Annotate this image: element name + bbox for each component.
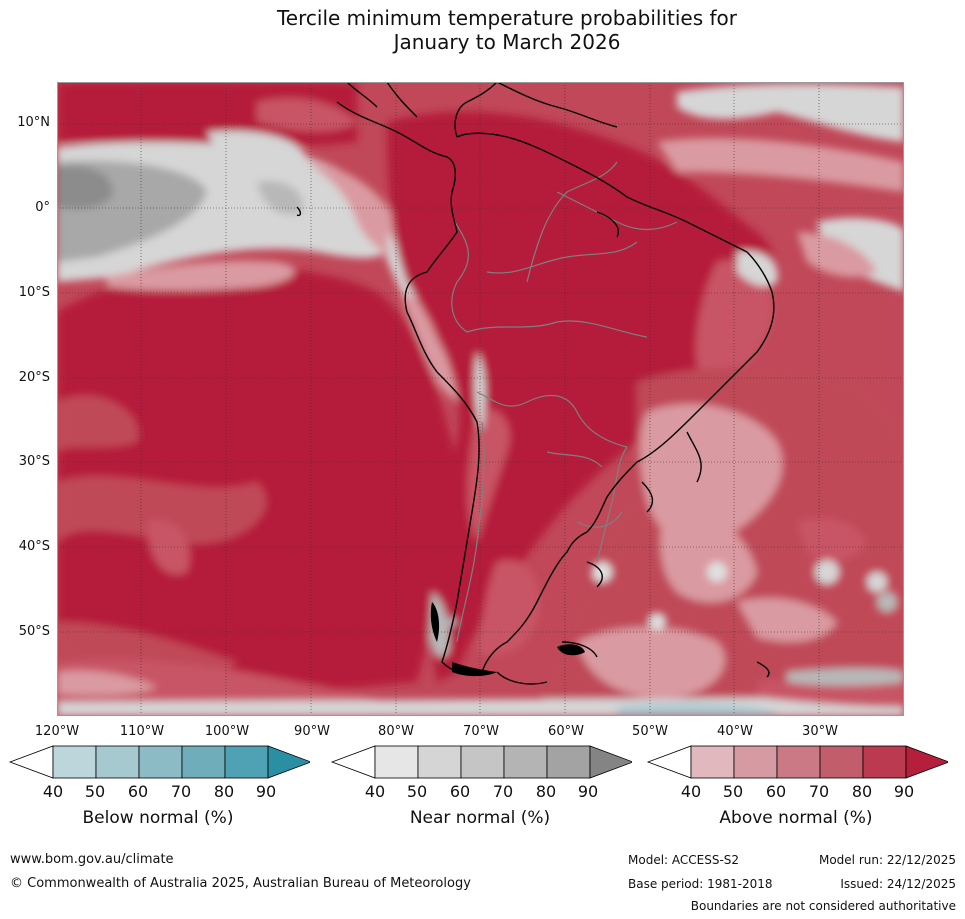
colorbar-above-title: Above normal (%) bbox=[719, 808, 873, 828]
colorbar-below-title: Below normal (%) bbox=[82, 808, 234, 828]
above-tick-90: 90 bbox=[893, 782, 915, 801]
colorbar-segment bbox=[503, 745, 548, 779]
colorbar-segment bbox=[374, 745, 419, 779]
colorbar-segment bbox=[460, 745, 505, 779]
map-title: Tercile minimum temperature probabilitie… bbox=[0, 6, 965, 54]
lon-label-90w: 90°W bbox=[294, 724, 330, 739]
colorbar-segment bbox=[417, 745, 462, 779]
colorbar-segment bbox=[733, 745, 778, 779]
graticule bbox=[57, 82, 904, 716]
map-frame bbox=[57, 82, 904, 716]
above-tick-70: 70 bbox=[808, 782, 830, 801]
below-tick-80: 80 bbox=[213, 782, 235, 801]
lon-label-70w: 70°W bbox=[463, 724, 499, 739]
falkland-islands bbox=[557, 644, 585, 656]
near-tick-70: 70 bbox=[492, 782, 514, 801]
colorbar-segment bbox=[546, 745, 591, 779]
colorbar-segment bbox=[690, 745, 735, 779]
lat-label-10s: 10°S bbox=[18, 285, 50, 300]
lat-label-0: 0° bbox=[35, 200, 50, 215]
lat-label-40s: 40°S bbox=[18, 539, 50, 554]
lon-label-120w: 120°W bbox=[34, 724, 80, 739]
lat-label-10n: 10°N bbox=[17, 115, 50, 130]
near-tick-60: 60 bbox=[449, 782, 471, 801]
lat-label-50s: 50°S bbox=[18, 624, 50, 639]
colorbar-low-extend bbox=[8, 745, 54, 779]
country-borders bbox=[451, 161, 678, 643]
lon-label-40w: 40°W bbox=[717, 724, 753, 739]
colorbar-segment bbox=[52, 745, 97, 779]
footer-url[interactable]: www.bom.gov.au/climate bbox=[10, 852, 174, 867]
map-canvas bbox=[57, 82, 904, 716]
colorbar-low-extend bbox=[330, 745, 376, 779]
lon-label-80w: 80°W bbox=[378, 724, 414, 739]
above-tick-80: 80 bbox=[851, 782, 873, 801]
colorbar-segment bbox=[819, 745, 864, 779]
colorbar-below-normal bbox=[8, 745, 310, 779]
above-tick-60: 60 bbox=[765, 782, 787, 801]
near-tick-40: 40 bbox=[364, 782, 386, 801]
above-tick-50: 50 bbox=[722, 782, 744, 801]
colorbar-segment bbox=[95, 745, 140, 779]
colorbar-segment bbox=[181, 745, 226, 779]
footer-issued: Issued: 24/12/2025 bbox=[840, 877, 956, 891]
footer-model-run: Model run: 22/12/2025 bbox=[818, 853, 956, 867]
title-line-1: Tercile minimum temperature probabilitie… bbox=[276, 6, 738, 30]
lon-label-60w: 60°W bbox=[548, 724, 584, 739]
near-tick-50: 50 bbox=[406, 782, 428, 801]
colorbar-above-normal bbox=[646, 745, 948, 779]
lon-label-110w: 110°W bbox=[119, 724, 165, 739]
colorbar-segment bbox=[776, 745, 821, 779]
colorbar-high-extend bbox=[905, 745, 948, 779]
colorbar-high-extend bbox=[589, 745, 632, 779]
footer-model: Model: ACCESS-S2 bbox=[628, 853, 740, 867]
footer-disclaimer: Boundaries are not considered authoritat… bbox=[690, 899, 956, 913]
below-tick-70: 70 bbox=[170, 782, 192, 801]
colorbar-near-title: Near normal (%) bbox=[409, 808, 551, 828]
probability-field bbox=[57, 82, 904, 716]
below-tick-90: 90 bbox=[255, 782, 277, 801]
probability-map bbox=[57, 82, 904, 716]
chilean-fjords bbox=[430, 602, 440, 642]
title-line-2: January to March 2026 bbox=[393, 30, 621, 54]
colorbar-segment bbox=[862, 745, 907, 779]
tierra-del-fuego bbox=[452, 662, 497, 677]
coastline bbox=[296, 82, 775, 685]
lat-label-20s: 20°S bbox=[18, 370, 50, 385]
above-tick-40: 40 bbox=[680, 782, 702, 801]
colorbar-near-normal bbox=[330, 745, 632, 779]
near-tick-90: 90 bbox=[577, 782, 599, 801]
below-tick-40: 40 bbox=[42, 782, 64, 801]
lon-label-100w: 100°W bbox=[204, 724, 250, 739]
lon-label-50w: 50°W bbox=[632, 724, 668, 739]
below-tick-60: 60 bbox=[127, 782, 149, 801]
lon-label-30w: 30°W bbox=[802, 724, 838, 739]
colorbar-high-extend bbox=[267, 745, 310, 779]
colorbar-segment bbox=[138, 745, 183, 779]
colorbar-segment bbox=[224, 745, 269, 779]
lat-label-30s: 30°S bbox=[18, 454, 50, 469]
below-tick-50: 50 bbox=[84, 782, 106, 801]
footer-base-period: Base period: 1981-2018 bbox=[628, 877, 773, 891]
colorbar-low-extend bbox=[646, 745, 692, 779]
footer-copyright: © Commonwealth of Australia 2025, Austra… bbox=[10, 876, 471, 891]
near-tick-80: 80 bbox=[535, 782, 557, 801]
